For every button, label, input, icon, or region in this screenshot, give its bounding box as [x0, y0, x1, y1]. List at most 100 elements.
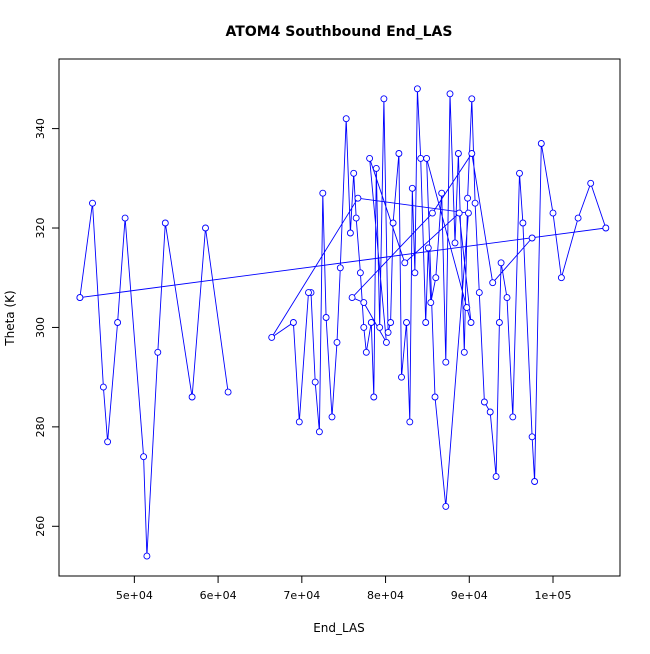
data-point: [446, 90, 454, 98]
data-point: [438, 189, 446, 197]
x-tick-label: 1e+05: [535, 589, 572, 602]
data-point: [346, 229, 354, 237]
data-point: [161, 219, 169, 227]
data-point: [322, 314, 330, 321]
data-point: [468, 95, 476, 103]
data-point: [387, 319, 395, 326]
x-tick-label: 7e+04: [283, 589, 320, 602]
data-point: [140, 453, 148, 461]
data-point: [398, 373, 405, 381]
data-point: [557, 274, 565, 282]
data-point: [76, 294, 84, 302]
data-point: [143, 552, 151, 560]
x-tick-label: 5e+04: [116, 589, 153, 602]
data-point: [528, 234, 536, 242]
data-point: [406, 418, 414, 426]
data-point: [528, 433, 536, 441]
data-point: [342, 115, 350, 123]
data-point: [471, 199, 479, 207]
data-point: [427, 299, 435, 307]
data-point: [328, 413, 336, 421]
data-point: [492, 473, 500, 481]
data-point: [370, 393, 378, 401]
data-point: [431, 393, 439, 401]
data-point: [356, 269, 364, 277]
data-point: [531, 478, 539, 485]
data-point: [464, 209, 472, 217]
data-point: [154, 348, 162, 356]
data-point: [360, 299, 368, 307]
data-point: [489, 279, 497, 287]
chart-title: ATOM4 Southbound End_LAS: [226, 24, 453, 40]
data-point: [495, 319, 503, 326]
data-point: [422, 319, 430, 326]
data-point: [224, 388, 232, 396]
data-point: [509, 413, 517, 421]
data-point: [486, 408, 494, 416]
data-point: [305, 289, 312, 297]
data-point: [350, 169, 358, 177]
data-point: [432, 274, 440, 282]
x-axis-label: End_LAS: [313, 621, 365, 635]
data-point: [519, 219, 527, 227]
data-point: [497, 259, 505, 267]
data-point: [395, 150, 403, 157]
data-point: [549, 209, 557, 217]
data-point: [574, 214, 582, 222]
data-point: [423, 154, 431, 162]
data-point: [417, 154, 425, 162]
data-point: [451, 239, 459, 247]
data-point: [333, 338, 341, 346]
data-point: [389, 219, 397, 227]
data-point: [319, 189, 327, 197]
x-tick-label: 6e+04: [200, 589, 237, 602]
data-point: [401, 259, 409, 267]
data-point: [480, 398, 488, 406]
y-axis-label: Theta (K): [3, 290, 17, 346]
data-point: [315, 428, 323, 436]
y-tick-label: 340: [34, 118, 47, 139]
y-tick-label: 300: [34, 317, 47, 338]
data-point: [352, 214, 360, 222]
data-point: [454, 150, 462, 157]
data-point: [367, 319, 375, 326]
x-tick-label: 9e+04: [451, 589, 488, 602]
x-tick-label: 8e+04: [367, 589, 404, 602]
data-point: [428, 209, 436, 217]
data-point: [268, 333, 276, 341]
data-point: [188, 393, 196, 401]
data-point: [537, 140, 545, 147]
data-point: [360, 323, 368, 331]
data-point: [602, 224, 610, 232]
data-point: [376, 323, 384, 331]
y-axis: 260 280 300 320 340: [34, 118, 60, 537]
series-group: [76, 85, 610, 560]
data-point: [587, 179, 595, 187]
data-point: [121, 214, 129, 222]
data-point: [336, 264, 344, 272]
data-point: [99, 383, 107, 391]
data-point: [366, 154, 374, 162]
series-line: [79, 88, 607, 507]
data-point: [468, 150, 476, 157]
data-point: [295, 418, 303, 426]
x-axis: 5e+04 6e+04 7e+04 8e+04 9e+04 1e+05: [116, 575, 572, 602]
data-point: [408, 184, 416, 192]
data-point: [467, 319, 475, 326]
data-point: [202, 224, 209, 232]
data-point: [289, 319, 297, 326]
data-point: [463, 304, 471, 312]
data-point: [380, 95, 388, 103]
data-point: [516, 169, 523, 177]
y-tick-label: 320: [34, 218, 47, 239]
data-point: [114, 319, 122, 326]
data-point: [475, 289, 483, 297]
data-point: [311, 378, 319, 386]
data-point: [382, 338, 390, 346]
data-point: [442, 358, 450, 366]
data-point: [348, 294, 356, 302]
data-point: [455, 209, 463, 217]
